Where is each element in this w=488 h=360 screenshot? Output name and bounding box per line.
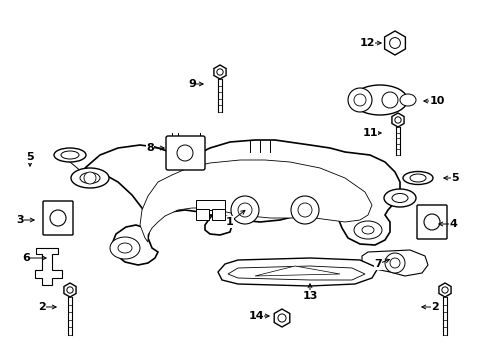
Polygon shape: [218, 258, 377, 286]
Text: 2: 2: [38, 302, 46, 312]
FancyBboxPatch shape: [416, 205, 446, 239]
Text: 10: 10: [428, 96, 444, 106]
Text: 5: 5: [26, 152, 34, 162]
Text: 6: 6: [22, 253, 30, 263]
Text: 7: 7: [373, 259, 381, 269]
Ellipse shape: [361, 226, 373, 234]
Polygon shape: [391, 113, 403, 127]
Polygon shape: [384, 31, 405, 55]
Text: 9: 9: [188, 79, 196, 89]
Circle shape: [389, 37, 400, 48]
Ellipse shape: [118, 243, 132, 253]
Circle shape: [67, 287, 73, 293]
Ellipse shape: [391, 194, 407, 202]
Ellipse shape: [399, 94, 415, 106]
Polygon shape: [227, 266, 364, 280]
Text: 4: 4: [448, 219, 456, 229]
Circle shape: [423, 214, 439, 230]
Text: 13: 13: [302, 291, 317, 301]
Polygon shape: [85, 140, 399, 265]
Polygon shape: [140, 160, 371, 242]
Circle shape: [290, 196, 318, 224]
Circle shape: [394, 117, 400, 123]
Polygon shape: [35, 248, 62, 285]
FancyBboxPatch shape: [165, 136, 204, 170]
Polygon shape: [214, 65, 225, 79]
Ellipse shape: [409, 174, 425, 182]
Circle shape: [216, 69, 223, 75]
Polygon shape: [438, 283, 450, 297]
Text: 12: 12: [359, 38, 374, 48]
Polygon shape: [254, 266, 339, 276]
Polygon shape: [274, 309, 289, 327]
FancyBboxPatch shape: [43, 201, 73, 235]
Circle shape: [389, 258, 399, 268]
Text: 2: 2: [430, 302, 438, 312]
Circle shape: [177, 145, 193, 161]
Polygon shape: [64, 283, 76, 297]
Text: 11: 11: [362, 128, 377, 138]
Ellipse shape: [352, 85, 407, 115]
Circle shape: [381, 92, 397, 108]
Circle shape: [297, 203, 311, 217]
Polygon shape: [361, 250, 427, 276]
Ellipse shape: [61, 151, 79, 159]
Text: 1: 1: [225, 217, 233, 227]
Circle shape: [277, 314, 285, 322]
Ellipse shape: [80, 172, 100, 184]
Ellipse shape: [110, 237, 140, 259]
Text: 3: 3: [16, 215, 24, 225]
Text: 8: 8: [146, 143, 154, 153]
Circle shape: [353, 94, 365, 106]
Ellipse shape: [383, 189, 415, 207]
Circle shape: [384, 253, 404, 273]
Polygon shape: [196, 209, 208, 220]
Text: 14: 14: [248, 311, 263, 321]
Polygon shape: [196, 200, 224, 210]
Circle shape: [230, 196, 259, 224]
Circle shape: [238, 203, 251, 217]
Ellipse shape: [71, 168, 109, 188]
Text: 5: 5: [450, 173, 458, 183]
Circle shape: [347, 88, 371, 112]
Ellipse shape: [353, 221, 381, 239]
Circle shape: [50, 210, 66, 226]
Circle shape: [441, 287, 447, 293]
Ellipse shape: [402, 171, 432, 184]
Circle shape: [84, 172, 96, 184]
Polygon shape: [212, 209, 224, 220]
Ellipse shape: [54, 148, 86, 162]
